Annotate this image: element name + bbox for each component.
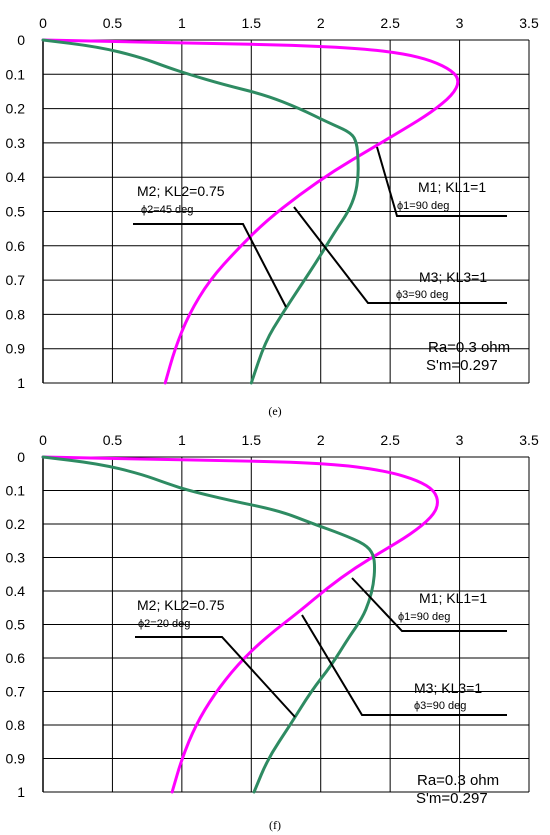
y-tick-label: 0.1: [6, 66, 26, 82]
leader-m1: [351, 577, 507, 632]
y-tick-label: 0.3: [6, 135, 26, 151]
x-tick-label: 3.5: [519, 15, 539, 31]
x-tick-labels: 0 0.5 1 1.5 2 2.5 3 3.5: [39, 15, 539, 31]
x-tick-label: 2.5: [380, 432, 400, 448]
x-tick-labels: 0 0.5 1 1.5 2 2.5 3 3.5: [39, 432, 539, 448]
y-tick-label: 1: [17, 784, 25, 800]
annotation-m2-title: M2; KL2=0.75: [137, 183, 225, 199]
y-tick-label: 0.8: [6, 306, 26, 322]
chart-panel-e: 0 0.5 1 1.5 2 2.5 3 3.5 00.10.20.30.40.50.60.70…: [6, 15, 539, 418]
annotation-m2-subtitle: ϕ2=20 deg: [138, 618, 190, 630]
y-tick-label: 0.8: [6, 717, 26, 733]
x-tick-label: 1: [178, 432, 186, 448]
x-tick-label: 3: [456, 15, 464, 31]
annotation-m1-title: M1; KL1=1: [419, 590, 487, 606]
y-tick-label: 0.6: [6, 238, 26, 254]
y-tick-label: 0.5: [6, 617, 26, 633]
annotation-m1-title: M1; KL1=1: [418, 179, 486, 195]
x-tick-label: 0.5: [103, 432, 123, 448]
y-tick-label: 0.2: [6, 516, 26, 532]
annotation-m3-title: M3; KL3=1: [414, 680, 482, 696]
magenta-series-line: [41, 455, 439, 794]
annotation-m3-subtitle: ϕ3=90 deg: [396, 289, 448, 301]
x-tick-label: 0: [39, 432, 47, 448]
annotation-m1-subtitle: ϕ1=90 deg: [398, 611, 450, 623]
y-tick-label: 0.9: [6, 341, 26, 357]
green-series-line: [41, 455, 377, 794]
y-tick-label: 1: [17, 375, 25, 391]
panel-label-f: (f): [269, 818, 281, 832]
y-tick-labels: 0 0.1 0.2 0.3 0.4 0.5 0.6 0.7 0.8 0.9 1: [6, 449, 26, 800]
x-tick-label: 1: [178, 15, 186, 31]
y-tick-label: 0.5: [6, 204, 26, 220]
y-tick-label: 0.4: [6, 169, 26, 185]
grid-lines: [42, 456, 530, 793]
series-lines: [41, 38, 460, 385]
annotation-leaders: [133, 146, 507, 308]
x-tick-label: 1.5: [242, 432, 262, 448]
leader-m3: [293, 206, 507, 304]
y-tick-labels: 0 0.1 0.2 0.3 0.4 0.5 0.6 0.7 0.8 0.9 1: [6, 32, 26, 391]
leader-m3: [301, 614, 507, 716]
leader-m2: [135, 636, 296, 718]
y-tick-label: 0.7: [6, 272, 26, 288]
magenta-series-line: [41, 38, 460, 385]
leader-m1: [376, 146, 507, 217]
annotation-m1-subtitle: ϕ1=90 deg: [397, 200, 449, 212]
leader-m2: [133, 223, 287, 308]
x-tick-label: 2: [317, 432, 325, 448]
y-tick-label: 0.6: [6, 650, 26, 666]
annotation-m2-subtitle: ϕ2=45 deg: [141, 204, 193, 216]
annotation-m2-title: M2; KL2=0.75: [137, 597, 225, 613]
annotation-leaders: [135, 577, 507, 718]
x-tick-label: 0: [39, 15, 47, 31]
info-slip: S'm=0.297: [416, 790, 488, 807]
green-series-line: [41, 38, 360, 385]
annotation-m3-title: M3; KL3=1: [419, 269, 487, 285]
info-resistance: Ra=0.3 ohm: [428, 339, 510, 356]
chart-panel-f: 0 0.5 1 1.5 2 2.5 3 3.5 00.10.20.30.40.50.60.70…: [6, 432, 539, 832]
panel-label-e: (e): [268, 404, 281, 418]
x-tick-label: 3: [456, 432, 464, 448]
y-tick-label: 0.9: [6, 751, 26, 767]
x-tick-label: 2: [317, 15, 325, 31]
x-tick-label: 2.5: [380, 15, 400, 31]
y-tick-label: 0.4: [6, 583, 26, 599]
x-tick-label: 1.5: [242, 15, 262, 31]
x-tick-label: 3.5: [519, 432, 539, 448]
y-tick-label: 0.7: [6, 684, 26, 700]
x-tick-label: 0.5: [103, 15, 123, 31]
y-tick-label: 0.2: [6, 101, 26, 117]
y-tick-label: 0: [17, 32, 25, 48]
y-tick-label: 0.1: [6, 483, 26, 499]
series-lines: [41, 455, 439, 794]
info-resistance: Ra=0.3 ohm: [417, 772, 499, 789]
grid-lines: [42, 39, 530, 384]
y-tick-label: 0: [17, 449, 25, 465]
y-tick-label: 0.3: [6, 550, 26, 566]
info-slip: S'm=0.297: [426, 357, 498, 374]
annotation-m3-subtitle: ϕ3=90 deg: [414, 700, 466, 712]
